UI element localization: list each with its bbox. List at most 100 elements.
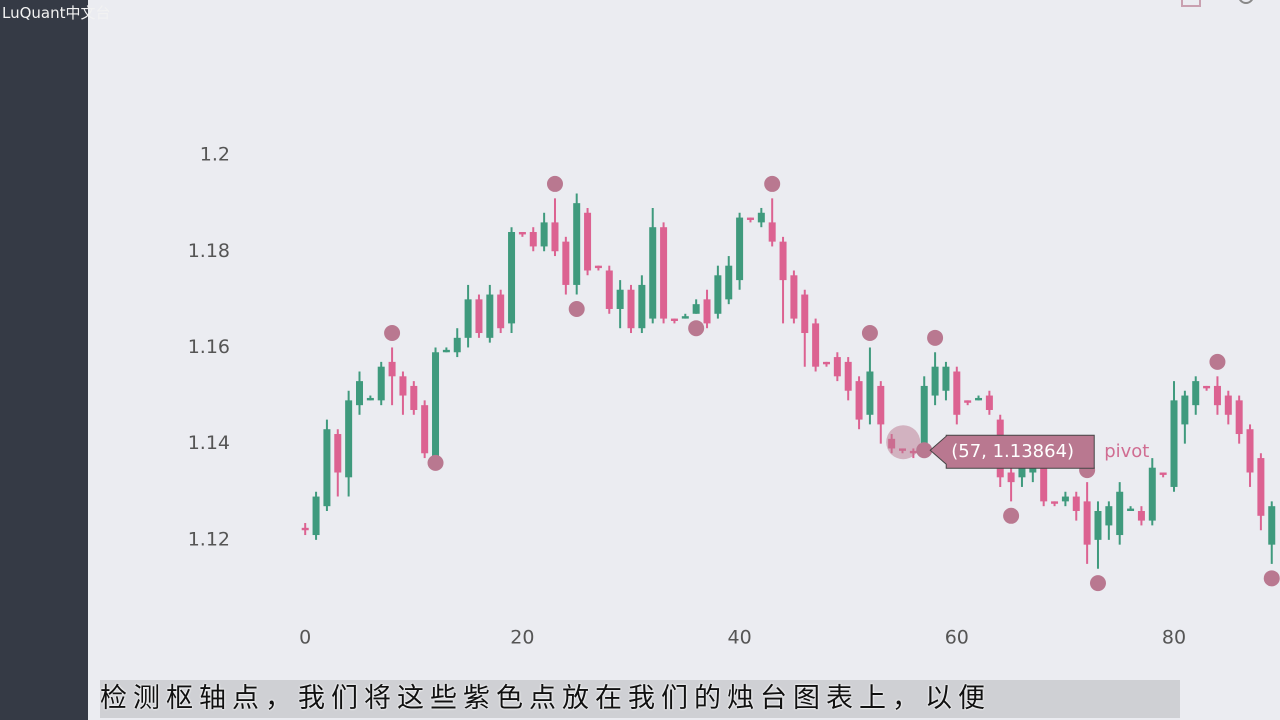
candle-body <box>453 337 461 353</box>
pivot-marker <box>688 320 705 337</box>
candle-body <box>768 222 776 242</box>
candle-body <box>746 217 754 220</box>
candle-body <box>725 265 733 300</box>
candle-body <box>301 527 309 531</box>
candle-body <box>1213 385 1221 406</box>
candle-body <box>323 429 331 507</box>
sidebar <box>0 0 88 720</box>
pivot-marker <box>916 442 933 459</box>
candle-body <box>1105 506 1113 526</box>
tooltip-name: pivot <box>1104 441 1149 462</box>
candle-body <box>779 241 787 281</box>
candle-body <box>312 496 320 536</box>
candle-body <box>757 212 765 223</box>
caption: 检测枢轴点，我们将这些紫色点放在我们的烛台图表上，以便 <box>100 680 1180 718</box>
candle-body <box>551 222 559 252</box>
candle-body <box>660 227 668 319</box>
candle-body <box>920 385 928 444</box>
candle-body <box>844 361 852 391</box>
candle-body <box>953 371 961 415</box>
candle-body <box>605 270 613 309</box>
candle-body <box>486 294 494 338</box>
hover-ring <box>886 425 921 460</box>
candle-body <box>627 289 635 329</box>
pivot-marker <box>1003 507 1020 524</box>
candle-body <box>1083 501 1091 545</box>
pivot-marker <box>861 325 878 342</box>
candle-body <box>1246 429 1254 473</box>
candle-body <box>388 361 396 377</box>
candle-body <box>562 241 570 285</box>
chart: 1.12 1.14 1.16 1.18 1.2 0 20 40 60 80 (57, 1.13864… <box>188 0 1280 649</box>
candle-body <box>649 227 657 319</box>
icon[interactable] <box>1181 0 1201 7</box>
pivot-marker <box>384 325 401 342</box>
candle-body <box>1181 395 1189 425</box>
candle-body <box>1192 381 1200 406</box>
candle-body <box>529 232 537 247</box>
candle-body <box>356 381 364 406</box>
candle-body <box>1268 506 1276 545</box>
candle-body <box>1127 508 1135 511</box>
candle-body <box>964 400 972 403</box>
candle-body <box>942 366 950 391</box>
candle-body <box>399 376 407 396</box>
candle-body <box>790 275 798 319</box>
pivot-marker <box>1089 575 1106 592</box>
candle-body <box>638 284 646 329</box>
candle-body <box>822 361 830 365</box>
tooltip-text: (57, 1.13864) <box>951 441 1074 462</box>
y-tick-label: 1.18 <box>188 240 230 262</box>
x-tick-label: 80 <box>1162 627 1186 649</box>
candle-body <box>334 434 342 473</box>
x-tick-label: 40 <box>728 627 752 649</box>
candle-body <box>877 385 885 425</box>
candle-body <box>812 323 820 367</box>
candle-body <box>703 299 711 324</box>
candle-body <box>366 397 374 401</box>
candle-body <box>584 212 592 271</box>
modebar[interactable] <box>1181 0 1253 7</box>
candle-body <box>1235 400 1243 435</box>
candle-body <box>1170 400 1178 487</box>
candle-body <box>1148 467 1156 521</box>
candle-body <box>1072 496 1080 511</box>
candle-body <box>1040 453 1048 502</box>
candle-body <box>432 352 440 459</box>
candle-body <box>410 385 418 410</box>
candle-body <box>692 304 700 314</box>
candle-body <box>518 232 526 235</box>
candle-body <box>1257 458 1265 516</box>
candle-body <box>1007 472 1015 483</box>
candle-body <box>540 222 548 247</box>
candle-body <box>475 299 483 334</box>
pivot-marker <box>427 454 444 471</box>
y-tick-label: 1.2 <box>200 144 230 166</box>
x-tick-label: 60 <box>945 627 969 649</box>
x-tick-label: 0 <box>299 627 311 649</box>
y-tick-label: 1.12 <box>188 528 230 550</box>
pivot-marker <box>546 175 563 192</box>
candle-body <box>681 316 689 319</box>
candle-body <box>1061 496 1069 502</box>
candle-body <box>833 357 841 377</box>
candle-body <box>1094 510 1102 540</box>
candle-body <box>1116 491 1124 536</box>
pivot-marker <box>1209 353 1226 370</box>
candle-body <box>714 275 722 314</box>
candle-body <box>508 232 516 324</box>
candle-body <box>594 265 602 269</box>
candle-body <box>442 349 450 353</box>
pivot-marker <box>764 175 781 192</box>
tooltip: (57, 1.13864) pivot <box>929 434 1149 469</box>
candle-body <box>616 289 624 309</box>
candle-body <box>736 217 744 281</box>
candle-body <box>497 294 505 329</box>
pivot-marker <box>1263 570 1280 587</box>
candle-body <box>801 294 809 334</box>
candle-body <box>855 381 863 420</box>
zoom-icon[interactable] <box>1239 0 1253 4</box>
candle-body <box>1051 501 1059 504</box>
candle-body <box>866 371 874 415</box>
